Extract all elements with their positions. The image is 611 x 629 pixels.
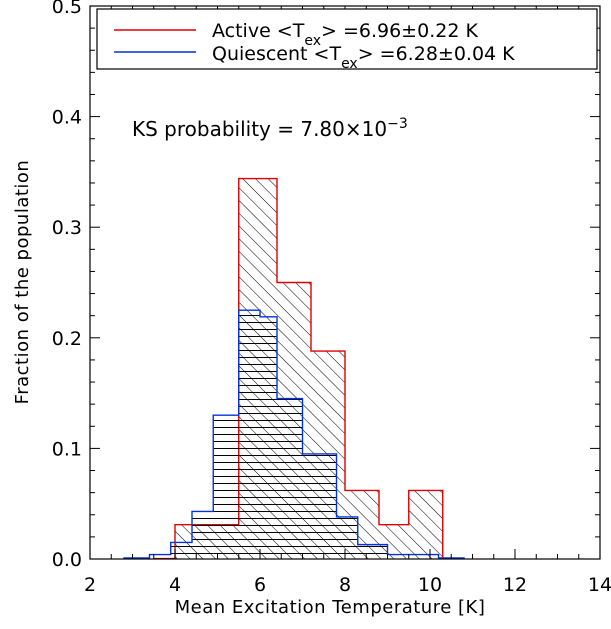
x-tick-label: 2	[84, 574, 96, 596]
histogram-bar-fill-quiescent	[358, 545, 388, 559]
histogram-bar-fill-active	[409, 490, 443, 559]
histogram-bar-fill-quiescent	[239, 310, 260, 559]
x-axis-label: Mean Excitation Temperature [K]	[175, 597, 486, 618]
y-tick-label: 0.4	[52, 107, 82, 129]
x-tick-label: 12	[503, 574, 527, 596]
y-tick-label: 0.1	[52, 438, 82, 460]
x-tick-label: 8	[339, 574, 351, 596]
histogram-bars	[124, 179, 464, 559]
ks-probability-annotation: KS probability = 7.80×10−3	[132, 116, 408, 141]
x-tick-label: 14	[588, 574, 611, 596]
y-axis-label: Fraction of the population	[12, 160, 33, 405]
histogram-bar-fill-quiescent	[277, 399, 303, 559]
legend: Active <Tex> =6.96±0.22 K Quiescent <Tex…	[97, 9, 597, 72]
x-tick-label: 4	[169, 574, 181, 596]
histogram-bar-fill-quiescent	[171, 542, 192, 559]
histogram-bar-fill-quiescent	[192, 511, 213, 559]
histogram-bar-fill-quiescent	[260, 317, 277, 559]
y-tick-label: 0.3	[52, 217, 82, 239]
y-tick-label: 0.0	[52, 549, 82, 571]
histogram-bar-fill-quiescent	[337, 517, 358, 559]
histogram-bar-fill-quiescent	[213, 415, 239, 559]
x-tick-label: 6	[254, 574, 266, 596]
y-tick-label: 0.5	[52, 0, 82, 18]
y-tick-label: 0.2	[52, 328, 82, 350]
x-tick-label: 10	[418, 574, 442, 596]
histogram-bar-fill-quiescent	[303, 454, 337, 559]
